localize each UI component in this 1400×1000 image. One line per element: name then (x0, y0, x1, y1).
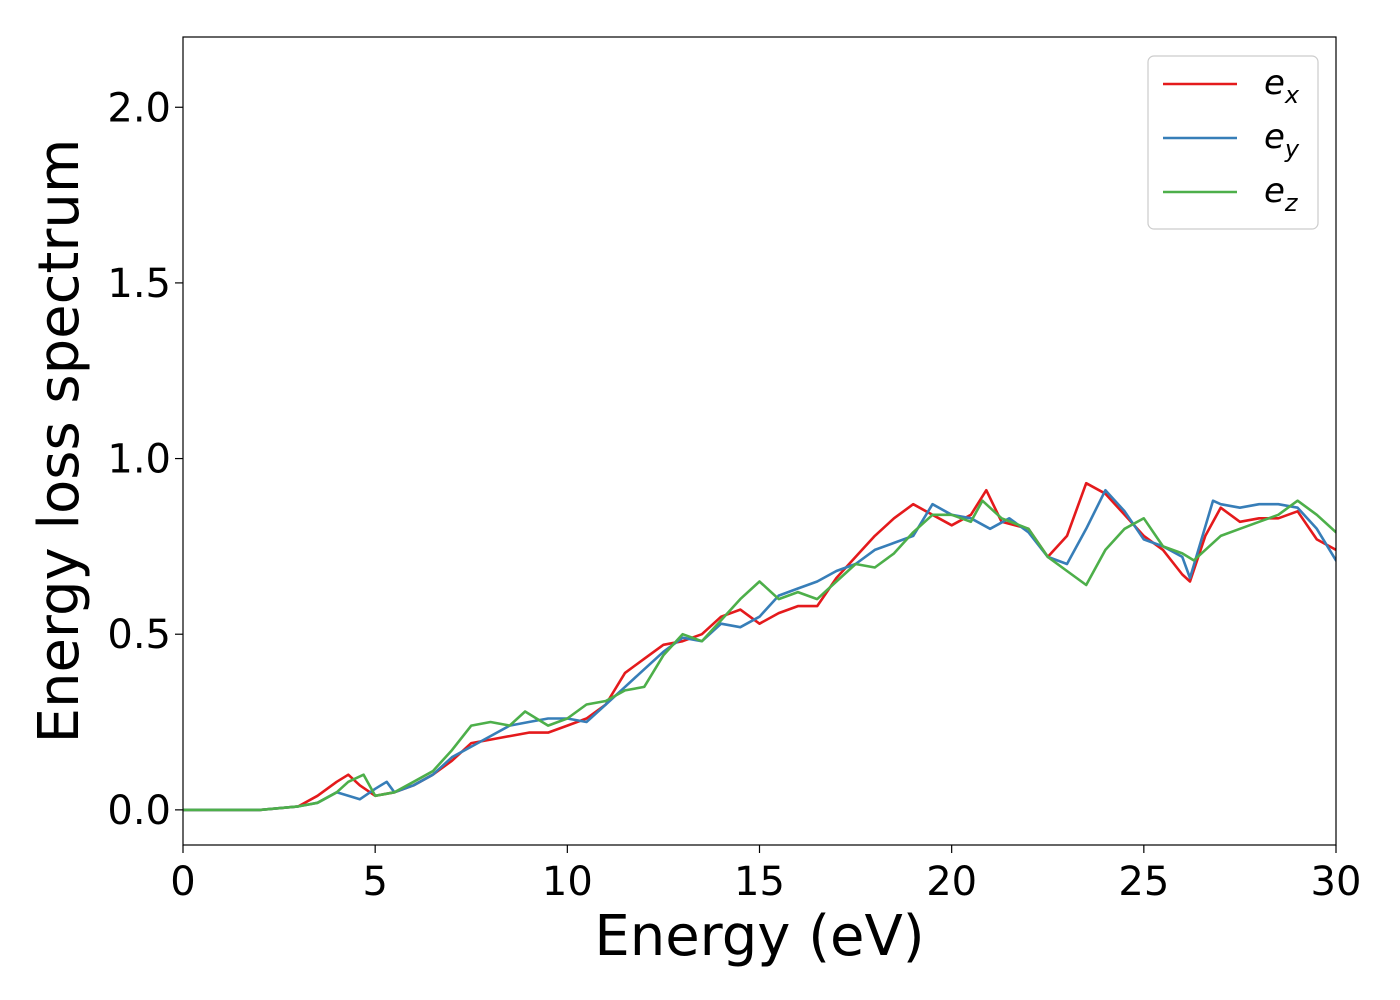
x-tick-label: 0 (170, 859, 195, 905)
y-axis-ticks: 0.0 0.5 1.0 1.5 2.0 (107, 85, 183, 834)
legend-label-z: ez (1264, 171, 1299, 217)
x-tick-label: 30 (1311, 859, 1362, 905)
x-tick-label: 10 (542, 859, 593, 905)
legend-box (1147, 55, 1319, 230)
y-tick-label: 0.0 (107, 788, 171, 834)
y-tick-label: 2.0 (107, 85, 171, 131)
series-line-x (183, 481, 1336, 812)
plot-lines (183, 481, 1336, 812)
x-tick-label: 15 (734, 859, 785, 905)
x-tick-label: 25 (1118, 859, 1169, 905)
series-line-z (183, 499, 1336, 812)
x-axis-title: Energy (eV) (594, 904, 924, 969)
legend: ex ey ez (1147, 55, 1319, 230)
legend-label-y: ey (1264, 117, 1300, 163)
legend-label-x: ex (1264, 63, 1300, 109)
y-tick-label: 0.5 (107, 612, 171, 658)
y-tick-label: 1.0 (107, 437, 171, 483)
x-axis-ticks: 0 5 10 15 20 25 30 (170, 845, 1361, 905)
y-tick-label: 1.5 (107, 261, 171, 307)
series-line-y (183, 488, 1336, 812)
x-tick-label: 5 (362, 859, 387, 905)
y-axis-title: Energy loss spectrum (27, 139, 92, 744)
x-tick-label: 20 (926, 859, 977, 905)
